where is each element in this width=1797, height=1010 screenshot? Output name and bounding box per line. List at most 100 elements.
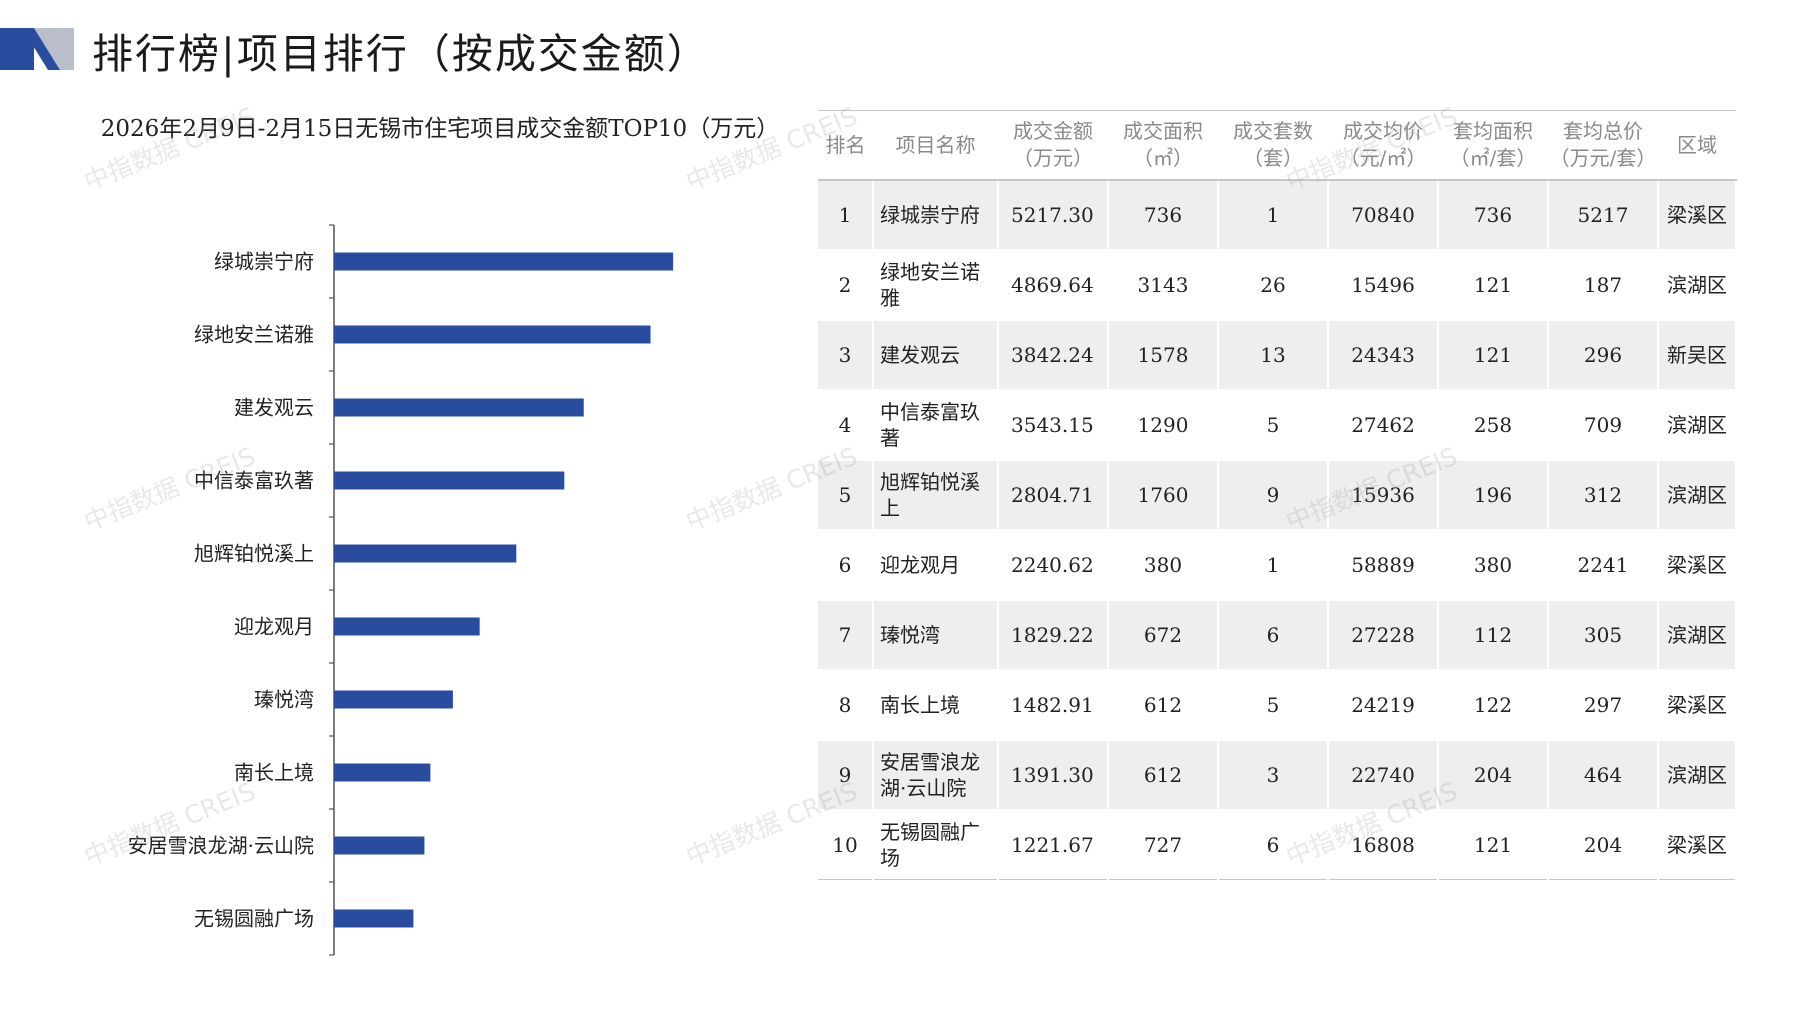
bar-10 — [334, 909, 414, 928]
table-cell: 380 — [1108, 530, 1219, 601]
table-cell: 8 — [818, 670, 874, 741]
table-cell: 196 — [1438, 460, 1549, 531]
table-cell: 121 — [1438, 810, 1549, 880]
table-cell: 建发观云 — [873, 320, 999, 391]
table-row: 9 安居雪浪龙湖·云山院 1391.30 612 3 22740 204 464 滨湖区 — [818, 740, 1737, 811]
table-cell: 121 — [1438, 320, 1549, 391]
table-cell: 5217.30 — [998, 180, 1109, 251]
table-cell: 464 — [1548, 740, 1659, 811]
ranking-table-container: 排名 项目名称 成交金额 （万元） 成交面积 （㎡） 成交套数 （套） 成交均价 （元/㎡） 套均面… — [818, 110, 1737, 880]
table-row: 4 中信泰富玖著 3543.15 1290 5 27462 258 709 滨湖区 — [818, 390, 1737, 461]
table-cell: 7 — [818, 600, 874, 671]
category-label-3: 建发观云 — [234, 396, 314, 420]
table-cell: 3543.15 — [998, 390, 1109, 461]
table-cell: 绿城崇宁府 — [873, 180, 999, 251]
category-label-9: 安居雪浪龙湖·云山院 — [128, 834, 314, 858]
column-header-2[interactable]: 项目名称 — [873, 110, 998, 181]
category-label-2: 绿地安兰诺雅 — [194, 323, 314, 347]
table-cell: 187 — [1548, 250, 1659, 321]
table-cell: 9 — [1218, 460, 1329, 531]
table-row: 3 建发观云 3842.24 1578 13 24343 121 296 新吴区 — [818, 320, 1737, 391]
table-cell: 迎龙观月 — [873, 530, 999, 601]
bar-7 — [334, 690, 453, 709]
table-cell: 瑧悦湾 — [873, 600, 999, 671]
table-cell: 无锡圆融广场 — [873, 810, 999, 880]
category-label-10: 无锡圆融广场 — [194, 907, 314, 931]
table-cell: 26 — [1218, 250, 1329, 321]
bar-1 — [334, 252, 674, 271]
table-cell: 305 — [1548, 600, 1659, 671]
table-cell: 27462 — [1328, 390, 1439, 461]
column-header-6[interactable]: 成交均价 （元/㎡） — [1328, 110, 1438, 181]
table-cell: 258 — [1438, 390, 1549, 461]
column-header-1[interactable]: 排名 — [818, 110, 873, 181]
column-header-8[interactable]: 套均总价 （万元/套） — [1548, 110, 1658, 181]
table-cell: 1 — [818, 180, 874, 251]
table-cell: 204 — [1438, 740, 1549, 811]
table-cell: 3842.24 — [998, 320, 1109, 391]
column-header-3[interactable]: 成交金额 （万元） — [998, 110, 1108, 181]
table-cell: 5 — [1218, 390, 1329, 461]
table-cell: 13 — [1218, 320, 1329, 391]
column-header-text: （元/㎡） — [1339, 146, 1427, 170]
bar-8 — [334, 763, 431, 782]
column-header-9[interactable]: 区域 — [1658, 110, 1736, 181]
table-cell: 1482.91 — [998, 670, 1109, 741]
column-header-text: 项目名称 — [895, 132, 976, 157]
column-header-7[interactable]: 套均面积 （㎡/套） — [1438, 110, 1548, 181]
table-row: 6 迎龙观月 2240.62 380 1 58889 380 2241 梁溪区 — [818, 530, 1737, 601]
table-cell: 4869.64 — [998, 250, 1109, 321]
column-header-4[interactable]: 成交面积 （㎡） — [1108, 110, 1218, 181]
bar-2 — [334, 325, 651, 344]
table-cell: 5217 — [1548, 180, 1659, 251]
table-cell: 1829.22 — [998, 600, 1109, 671]
table-cell: 16808 — [1328, 810, 1439, 880]
table-cell: 22740 — [1328, 740, 1439, 811]
table-cell: 297 — [1548, 670, 1659, 741]
table-cell: 709 — [1548, 390, 1659, 461]
table-cell: 27228 — [1328, 600, 1439, 671]
table-cell: 滨湖区 — [1658, 460, 1737, 531]
table-cell: 南长上境 — [873, 670, 999, 741]
table-cell: 5 — [818, 460, 874, 531]
category-label-6: 迎龙观月 — [234, 615, 314, 639]
table-cell: 梁溪区 — [1658, 670, 1737, 741]
bar-9 — [334, 836, 425, 855]
table-cell: 滨湖区 — [1658, 740, 1737, 811]
table-cell: 9 — [818, 740, 874, 811]
table-cell: 3143 — [1108, 250, 1219, 321]
table-cell: 6 — [1218, 600, 1329, 671]
category-label-7: 瑧悦湾 — [254, 688, 314, 712]
table-cell: 绿地安兰诺雅 — [873, 250, 999, 321]
table-cell: 672 — [1108, 600, 1219, 671]
table-cell: 梁溪区 — [1658, 180, 1737, 251]
table-row: 7 瑧悦湾 1829.22 672 6 27228 112 305 滨湖区 — [818, 600, 1737, 671]
table-cell: 3 — [1218, 740, 1329, 811]
column-header-text: 区域 — [1677, 132, 1717, 157]
column-header-5[interactable]: 成交套数 （套） — [1218, 110, 1328, 181]
column-header-text: 套均总价 — [1563, 119, 1643, 143]
brand-logo — [0, 28, 74, 70]
table-cell: 新吴区 — [1658, 320, 1737, 391]
table-cell: 2241 — [1548, 530, 1659, 601]
column-header-text: 成交金额 — [1013, 119, 1093, 143]
column-header-text: （㎡） — [1133, 146, 1193, 170]
table-row: 1 绿城崇宁府 5217.30 736 1 70840 736 5217 梁溪区 — [818, 180, 1737, 251]
bar-3 — [334, 398, 584, 417]
table-cell: 1221.67 — [998, 810, 1109, 880]
table-cell: 4 — [818, 390, 874, 461]
table-header-row: 排名 项目名称 成交金额 （万元） 成交面积 （㎡） 成交套数 （套） 成交均价 （元/㎡） 套均面… — [818, 110, 1736, 181]
table-cell: 2 — [818, 250, 874, 321]
table-cell: 296 — [1548, 320, 1659, 391]
table-cell: 736 — [1438, 180, 1549, 251]
table-cell: 滨湖区 — [1658, 390, 1737, 461]
category-label-5: 旭辉铂悦溪上 — [194, 542, 314, 566]
table-row: 5 旭辉铂悦溪上 2804.71 1760 9 15936 196 312 滨湖区 — [818, 460, 1737, 531]
table-cell: 112 — [1438, 600, 1549, 671]
table-cell: 1290 — [1108, 390, 1219, 461]
ranking-table: 排名 项目名称 成交金额 （万元） 成交面积 （㎡） 成交套数 （套） 成交均价 （元/㎡） 套均面… — [818, 110, 1737, 880]
column-header-text: （万元/套） — [1549, 146, 1657, 170]
table-cell: 204 — [1548, 810, 1659, 880]
table-cell: 15496 — [1328, 250, 1439, 321]
table-cell: 滨湖区 — [1658, 600, 1737, 671]
